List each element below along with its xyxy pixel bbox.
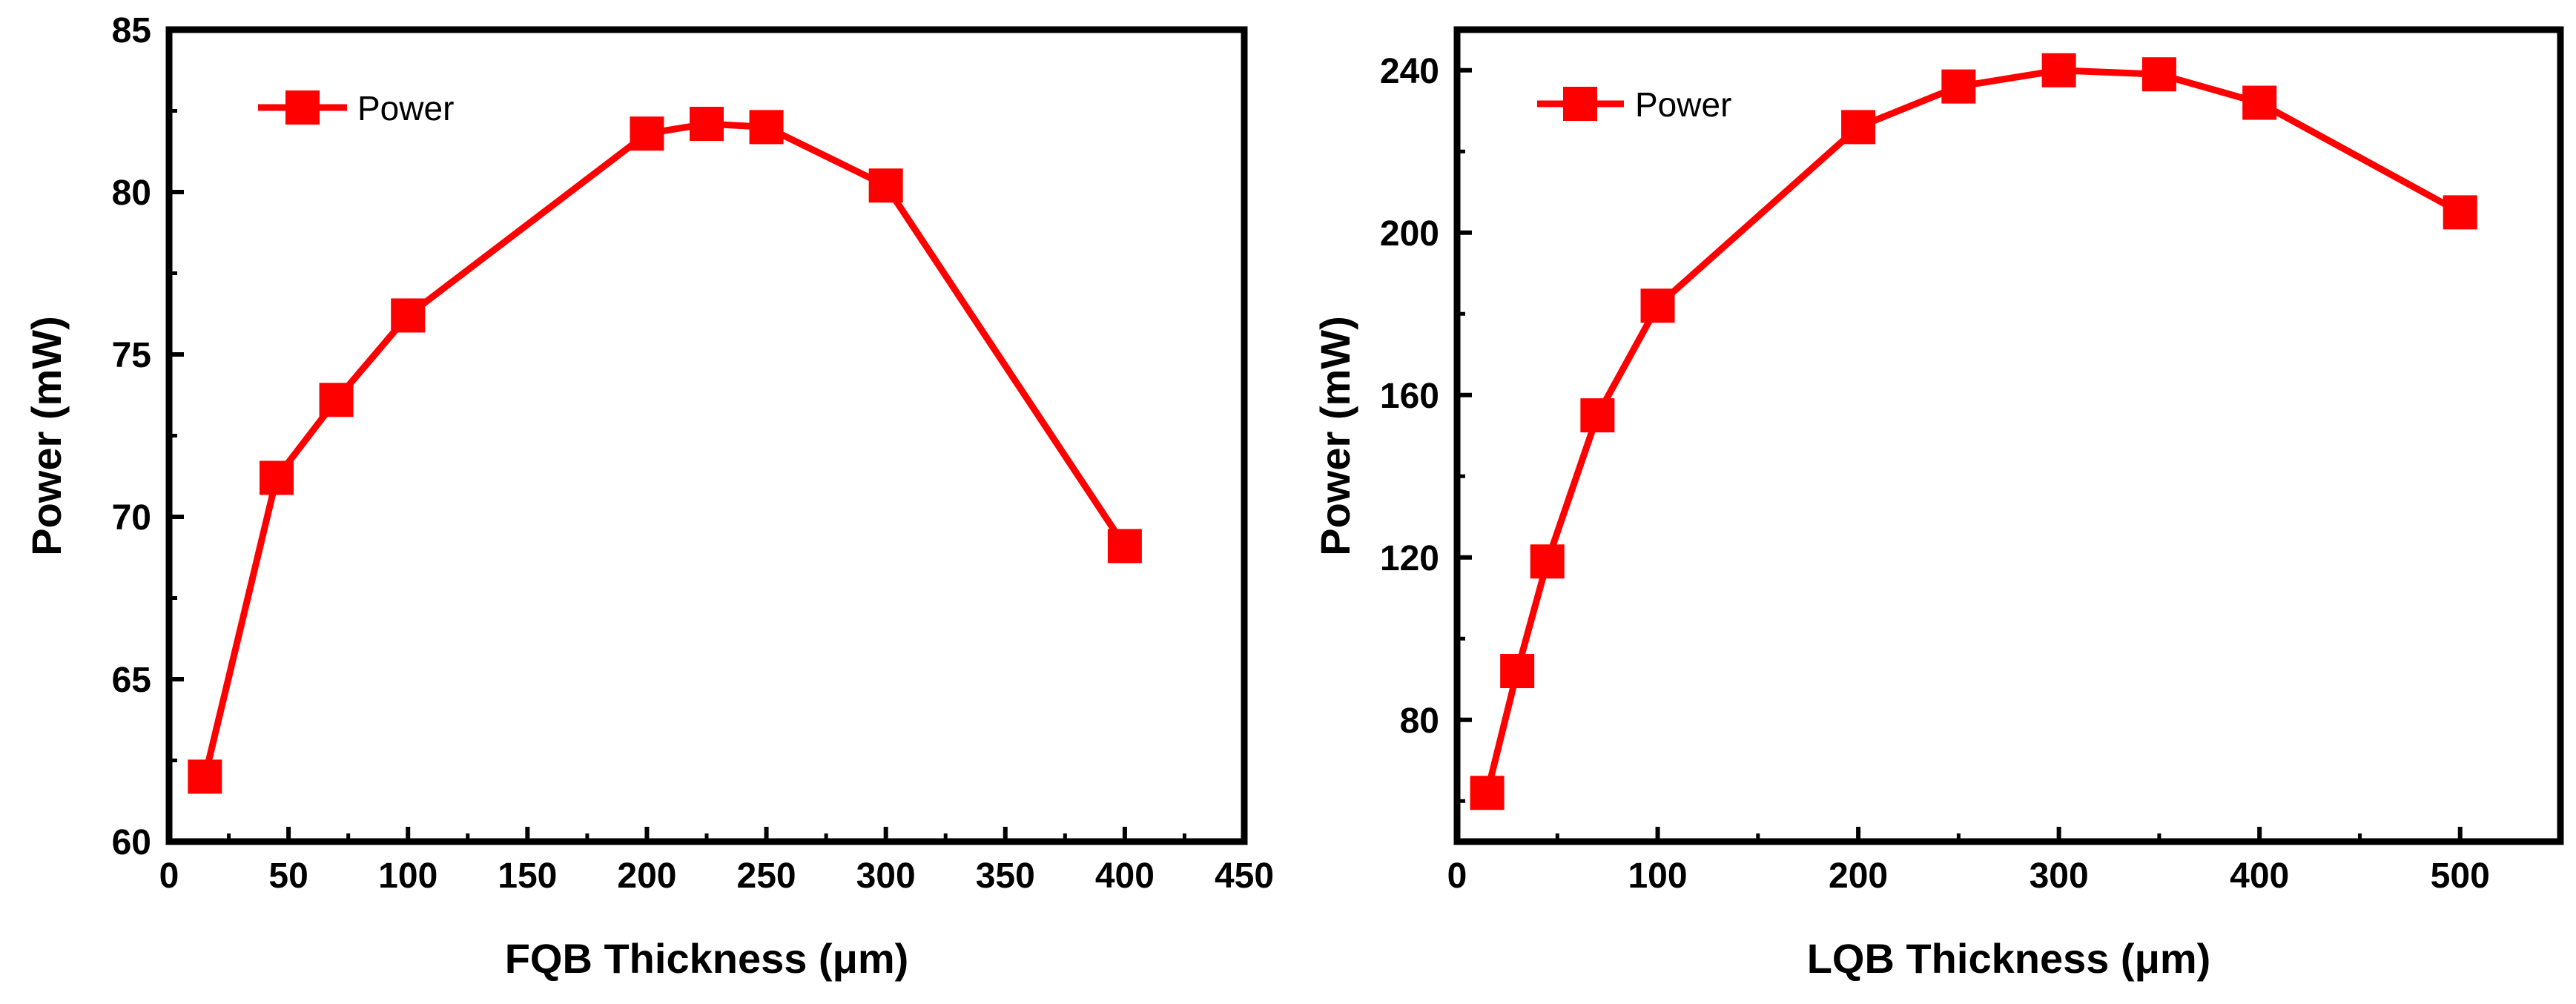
data-point: [319, 383, 354, 417]
legend-label: Power: [1635, 85, 1731, 124]
legend-marker: [285, 90, 320, 125]
data-point: [391, 298, 426, 333]
ticks: 0 100 200 300 400 500 80 120 160 200 240: [1380, 52, 2490, 896]
y-axis-label: Power (mW): [1312, 316, 1358, 556]
x-tick-label: 200: [617, 856, 676, 896]
x-tick-label: 300: [856, 856, 916, 896]
x-tick-label: 150: [498, 856, 557, 896]
data-point: [1941, 69, 1976, 104]
x-tick-label: 350: [976, 856, 1035, 896]
data-point: [2443, 195, 2477, 230]
x-tick-label: 250: [737, 856, 796, 896]
y-tick-label: 200: [1380, 214, 1439, 254]
y-tick-label: 160: [1380, 377, 1439, 416]
chart-lqb: 0 100 200 300 400 500 80 120 160 200 240 Power LQB…: [1312, 26, 2564, 982]
x-tick-label: 0: [159, 856, 179, 896]
y-tick-label: 70: [112, 498, 151, 538]
data-point: [1470, 776, 1505, 810]
data-point: [2242, 85, 2277, 120]
x-tick-label: 400: [2230, 856, 2289, 896]
data-point: [260, 460, 294, 495]
data-point: [1530, 544, 1565, 579]
data-point: [749, 110, 784, 145]
y-tick-label: 65: [112, 661, 151, 700]
data-point: [188, 759, 222, 794]
y-tick-label: 80: [1400, 701, 1439, 741]
series-line-power: [201, 120, 1128, 778]
chart-fqb: 0 50 100 150 200 250 300 350 400 450606570758085 …: [23, 11, 1274, 982]
x-tick-label: 500: [2431, 856, 2490, 896]
x-tick-label: 0: [1447, 856, 1467, 896]
x-tick-label: 300: [2030, 856, 2089, 896]
data-point: [630, 116, 664, 151]
ticks: 0 50 100 150 200 250 300 350 400 450 60 65 70 75 80 85: [112, 11, 1274, 896]
data-point: [1107, 529, 1142, 564]
x-tick-label: 50: [268, 856, 308, 896]
y-tick-label: 80: [112, 174, 151, 213]
plot-frame: [1453, 26, 2564, 845]
data-point: [868, 168, 903, 203]
data-point: [690, 107, 724, 142]
x-tick-label: 400: [1095, 856, 1155, 896]
y-axis-label: Power (mW): [23, 316, 70, 556]
x-axis-label: LQB Thickness (μm): [1807, 935, 2211, 982]
y-tick-label: 60: [112, 823, 151, 862]
x-tick-label: 100: [378, 856, 437, 896]
y-tick-label: 75: [112, 336, 151, 375]
y-tick-label: 120: [1380, 539, 1439, 578]
legend-label: Power: [357, 89, 454, 128]
x-tick-label: 100: [1628, 856, 1687, 896]
series-line-power: [1484, 67, 2462, 794]
data-point: [1841, 110, 1876, 145]
data-point: [2141, 57, 2176, 92]
data-point: [1640, 288, 1675, 323]
plot-frame: [165, 26, 1248, 845]
y-tick-label: 85: [112, 11, 151, 50]
series: [188, 107, 1142, 794]
data-point: [2041, 53, 2076, 87]
x-tick-label: 450: [1215, 856, 1274, 896]
legend: Power: [1537, 85, 1731, 124]
legend-marker: [1563, 87, 1597, 121]
x-tick-label: 200: [1829, 856, 1888, 896]
data-point: [1500, 654, 1535, 689]
x-axis-label: FQB Thickness (μm): [505, 935, 909, 982]
series: [1470, 53, 2477, 810]
y-tick-label: 240: [1380, 52, 1439, 91]
data-point: [1580, 398, 1615, 433]
legend: Power: [258, 89, 454, 128]
